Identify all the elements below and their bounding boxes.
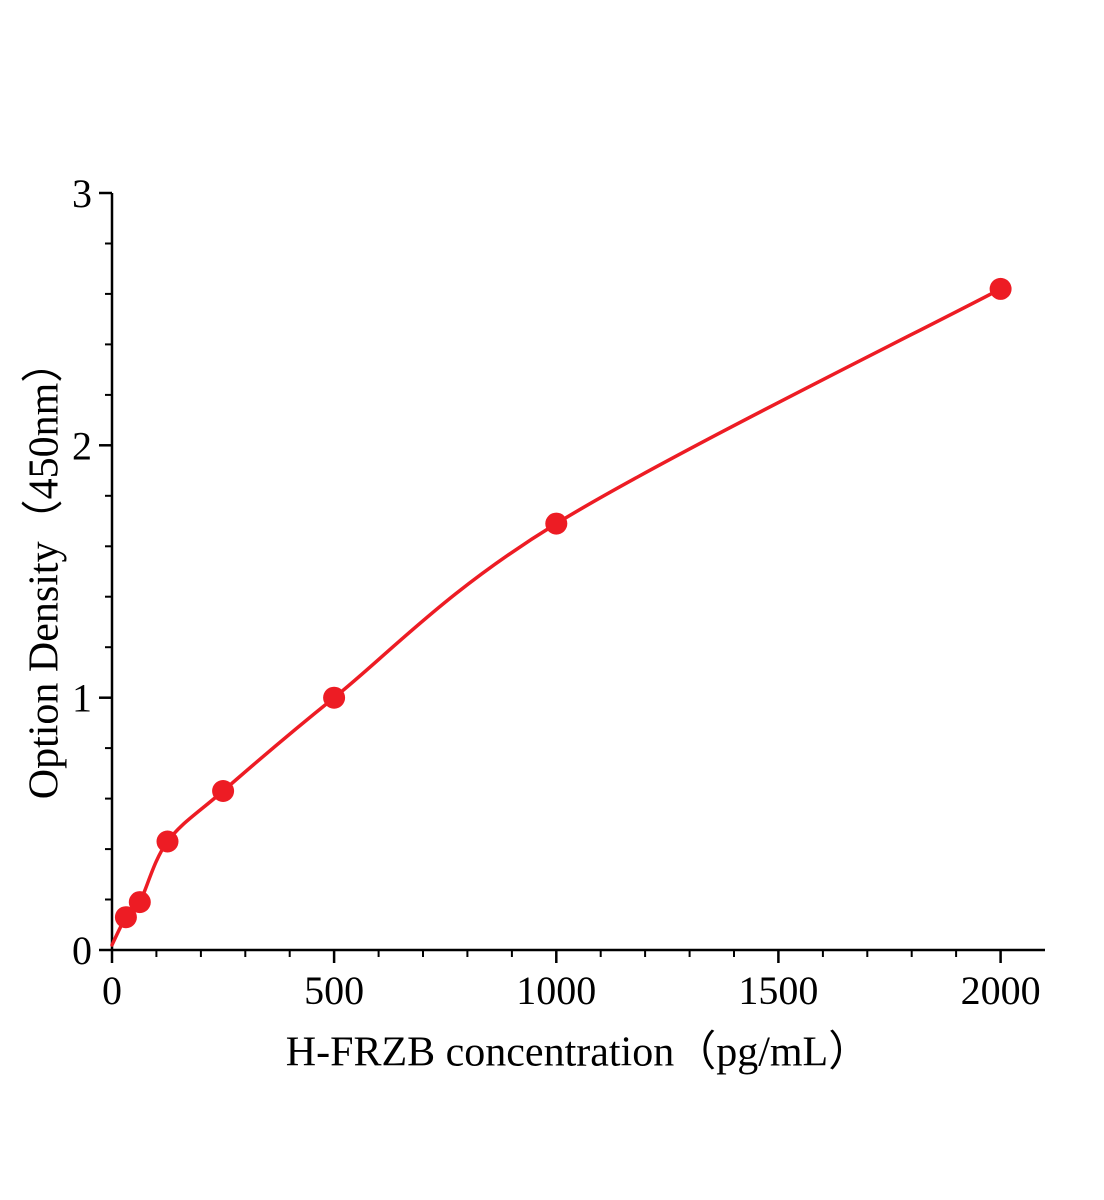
y-tick-label: 0	[72, 928, 92, 973]
data-point	[114, 906, 137, 929]
x-tick-label: 2000	[961, 968, 1041, 1013]
x-tick-label: 500	[304, 968, 364, 1013]
data-point	[545, 512, 568, 535]
y-axis-title: Option Density（450nm）	[21, 340, 68, 800]
x-tick-label: 1000	[516, 968, 596, 1013]
x-tick-label: 1500	[738, 968, 818, 1013]
x-axis-title: H-FRZB concentration（pg/mL）	[285, 1029, 871, 1076]
data-point	[323, 686, 346, 709]
x-tick-label: 0	[102, 968, 122, 1013]
data-point	[128, 891, 151, 914]
y-tick-label: 1	[72, 676, 92, 721]
data-point	[989, 277, 1012, 300]
data-point	[156, 830, 179, 853]
y-tick-label: 3	[72, 171, 92, 216]
fit-curve	[110, 287, 1003, 947]
data-point	[212, 780, 235, 802]
y-tick-label: 2	[72, 423, 92, 468]
